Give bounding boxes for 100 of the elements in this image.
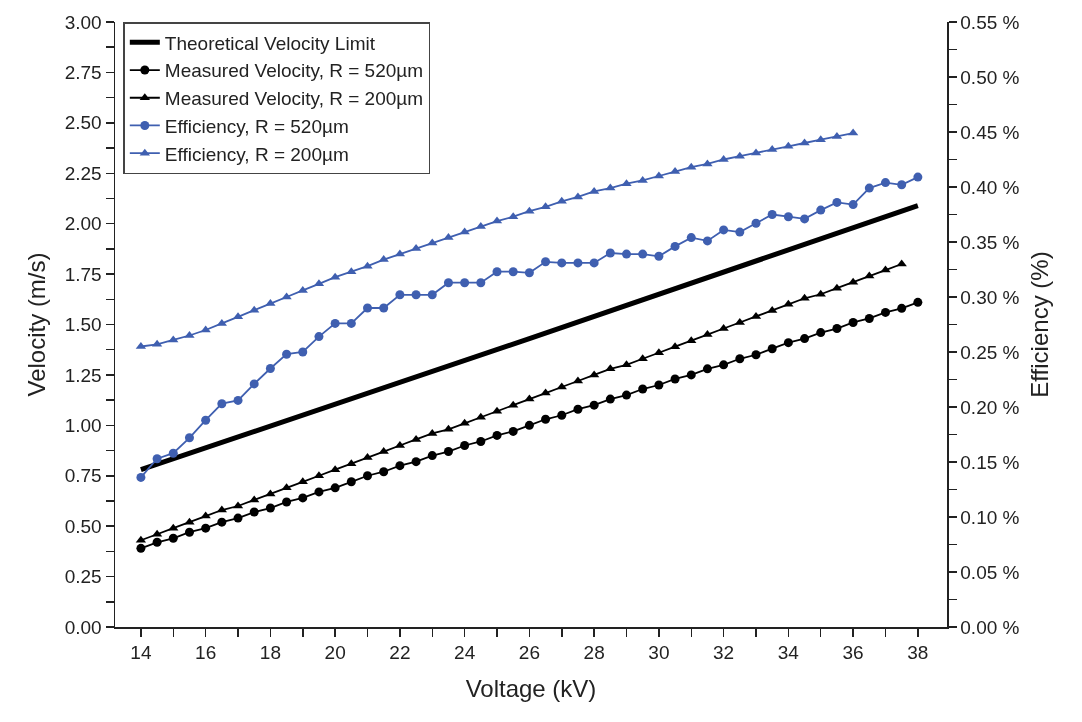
- y2-tick-label: 0.50 %: [960, 66, 1020, 88]
- point: [783, 141, 794, 149]
- point: [233, 395, 243, 405]
- point: [638, 249, 648, 259]
- y2-tick-label: 0.00 %: [960, 616, 1020, 638]
- x-axis-title: Voltage (kV): [465, 675, 597, 703]
- point: [298, 493, 308, 503]
- point: [848, 317, 858, 327]
- point: [735, 227, 745, 237]
- point: [637, 354, 648, 362]
- point: [427, 290, 437, 300]
- y2-tick-label: 0.05 %: [960, 561, 1020, 583]
- point: [540, 202, 551, 210]
- x-tick-label: 20: [324, 642, 346, 664]
- point: [492, 430, 502, 440]
- point: [249, 495, 260, 503]
- legend-label: Efficiency, R = 200µm: [164, 143, 349, 165]
- point: [622, 249, 631, 259]
- point: [702, 236, 712, 246]
- point: [670, 241, 680, 251]
- y2-tick-label: 0.10 %: [960, 506, 1020, 528]
- point: [136, 472, 146, 482]
- y-tick-label: 2.00: [64, 213, 102, 235]
- point: [152, 537, 162, 547]
- point: [767, 344, 777, 354]
- point: [168, 448, 178, 458]
- y-tick-label: 3.00: [64, 11, 102, 33]
- point: [217, 517, 227, 527]
- point: [281, 292, 292, 300]
- point: [783, 338, 793, 348]
- point: [573, 258, 583, 268]
- point: [800, 334, 810, 344]
- y-tick-label: 1.00: [64, 414, 102, 436]
- point: [524, 420, 534, 430]
- point: [880, 265, 891, 273]
- point: [913, 297, 923, 307]
- point: [265, 364, 275, 373]
- point: [249, 507, 259, 517]
- point: [233, 513, 243, 523]
- legend-label: Theoretical Velocity Limit: [164, 32, 376, 54]
- y-tick-label: 1.25: [64, 364, 102, 386]
- point: [508, 426, 518, 436]
- point: [541, 414, 551, 424]
- point: [184, 433, 194, 443]
- point: [443, 278, 453, 288]
- point: [297, 477, 308, 485]
- y2-tick-label: 0.30 %: [960, 286, 1020, 308]
- point: [524, 268, 534, 278]
- point: [799, 293, 810, 301]
- y-axis-title: Velocity (m/s): [23, 252, 51, 397]
- point: [330, 483, 340, 493]
- point: [816, 328, 826, 338]
- x-tick-label: 30: [648, 642, 670, 664]
- point: [816, 205, 826, 215]
- point: [897, 303, 907, 313]
- point: [864, 313, 874, 323]
- point: [330, 318, 340, 328]
- point: [379, 467, 389, 477]
- x-tick-label: 34: [777, 642, 800, 664]
- point: [249, 379, 259, 389]
- point: [217, 399, 227, 409]
- legend-label: Efficiency, R = 520µm: [164, 115, 349, 137]
- point: [880, 178, 890, 188]
- point: [265, 489, 276, 497]
- y2-tick-label: 0.45 %: [960, 121, 1020, 143]
- y2-tick-label: 0.25 %: [960, 341, 1020, 363]
- point: [654, 251, 664, 261]
- point: [411, 457, 421, 467]
- point: [832, 324, 842, 334]
- x-tick-label: 26: [518, 642, 540, 664]
- point: [201, 523, 211, 533]
- point: [508, 267, 518, 277]
- x-tick-label: 14: [130, 642, 152, 664]
- point: [282, 497, 292, 507]
- point: [767, 210, 777, 219]
- y-tick-label: 0.75: [64, 465, 102, 487]
- y-tick-label: 1.75: [64, 263, 102, 285]
- y2-tick-label: 0.20 %: [960, 396, 1020, 418]
- y2-axis-title: Efficiency (%): [1025, 251, 1053, 398]
- point: [346, 318, 356, 328]
- point: [799, 138, 810, 146]
- y-tick-label: 2.75: [64, 62, 102, 84]
- point: [783, 299, 794, 307]
- point: [411, 290, 421, 300]
- point: [168, 335, 179, 343]
- point: [605, 364, 616, 372]
- point: [459, 418, 470, 426]
- y2-tick-label: 0.55 %: [960, 11, 1020, 33]
- y-tick-label: 0.25: [64, 566, 102, 588]
- y-tick-label: 0.50: [64, 515, 102, 537]
- point: [460, 441, 470, 450]
- x-tick-label: 36: [842, 642, 864, 664]
- x-tick-label: 16: [195, 642, 217, 664]
- y-tick-label: 2.25: [64, 162, 102, 184]
- point: [556, 382, 567, 390]
- legend-label: Measured Velocity, R = 200µm: [164, 88, 424, 110]
- point: [783, 212, 793, 222]
- point: [363, 303, 373, 313]
- point: [913, 172, 923, 182]
- point: [443, 424, 454, 432]
